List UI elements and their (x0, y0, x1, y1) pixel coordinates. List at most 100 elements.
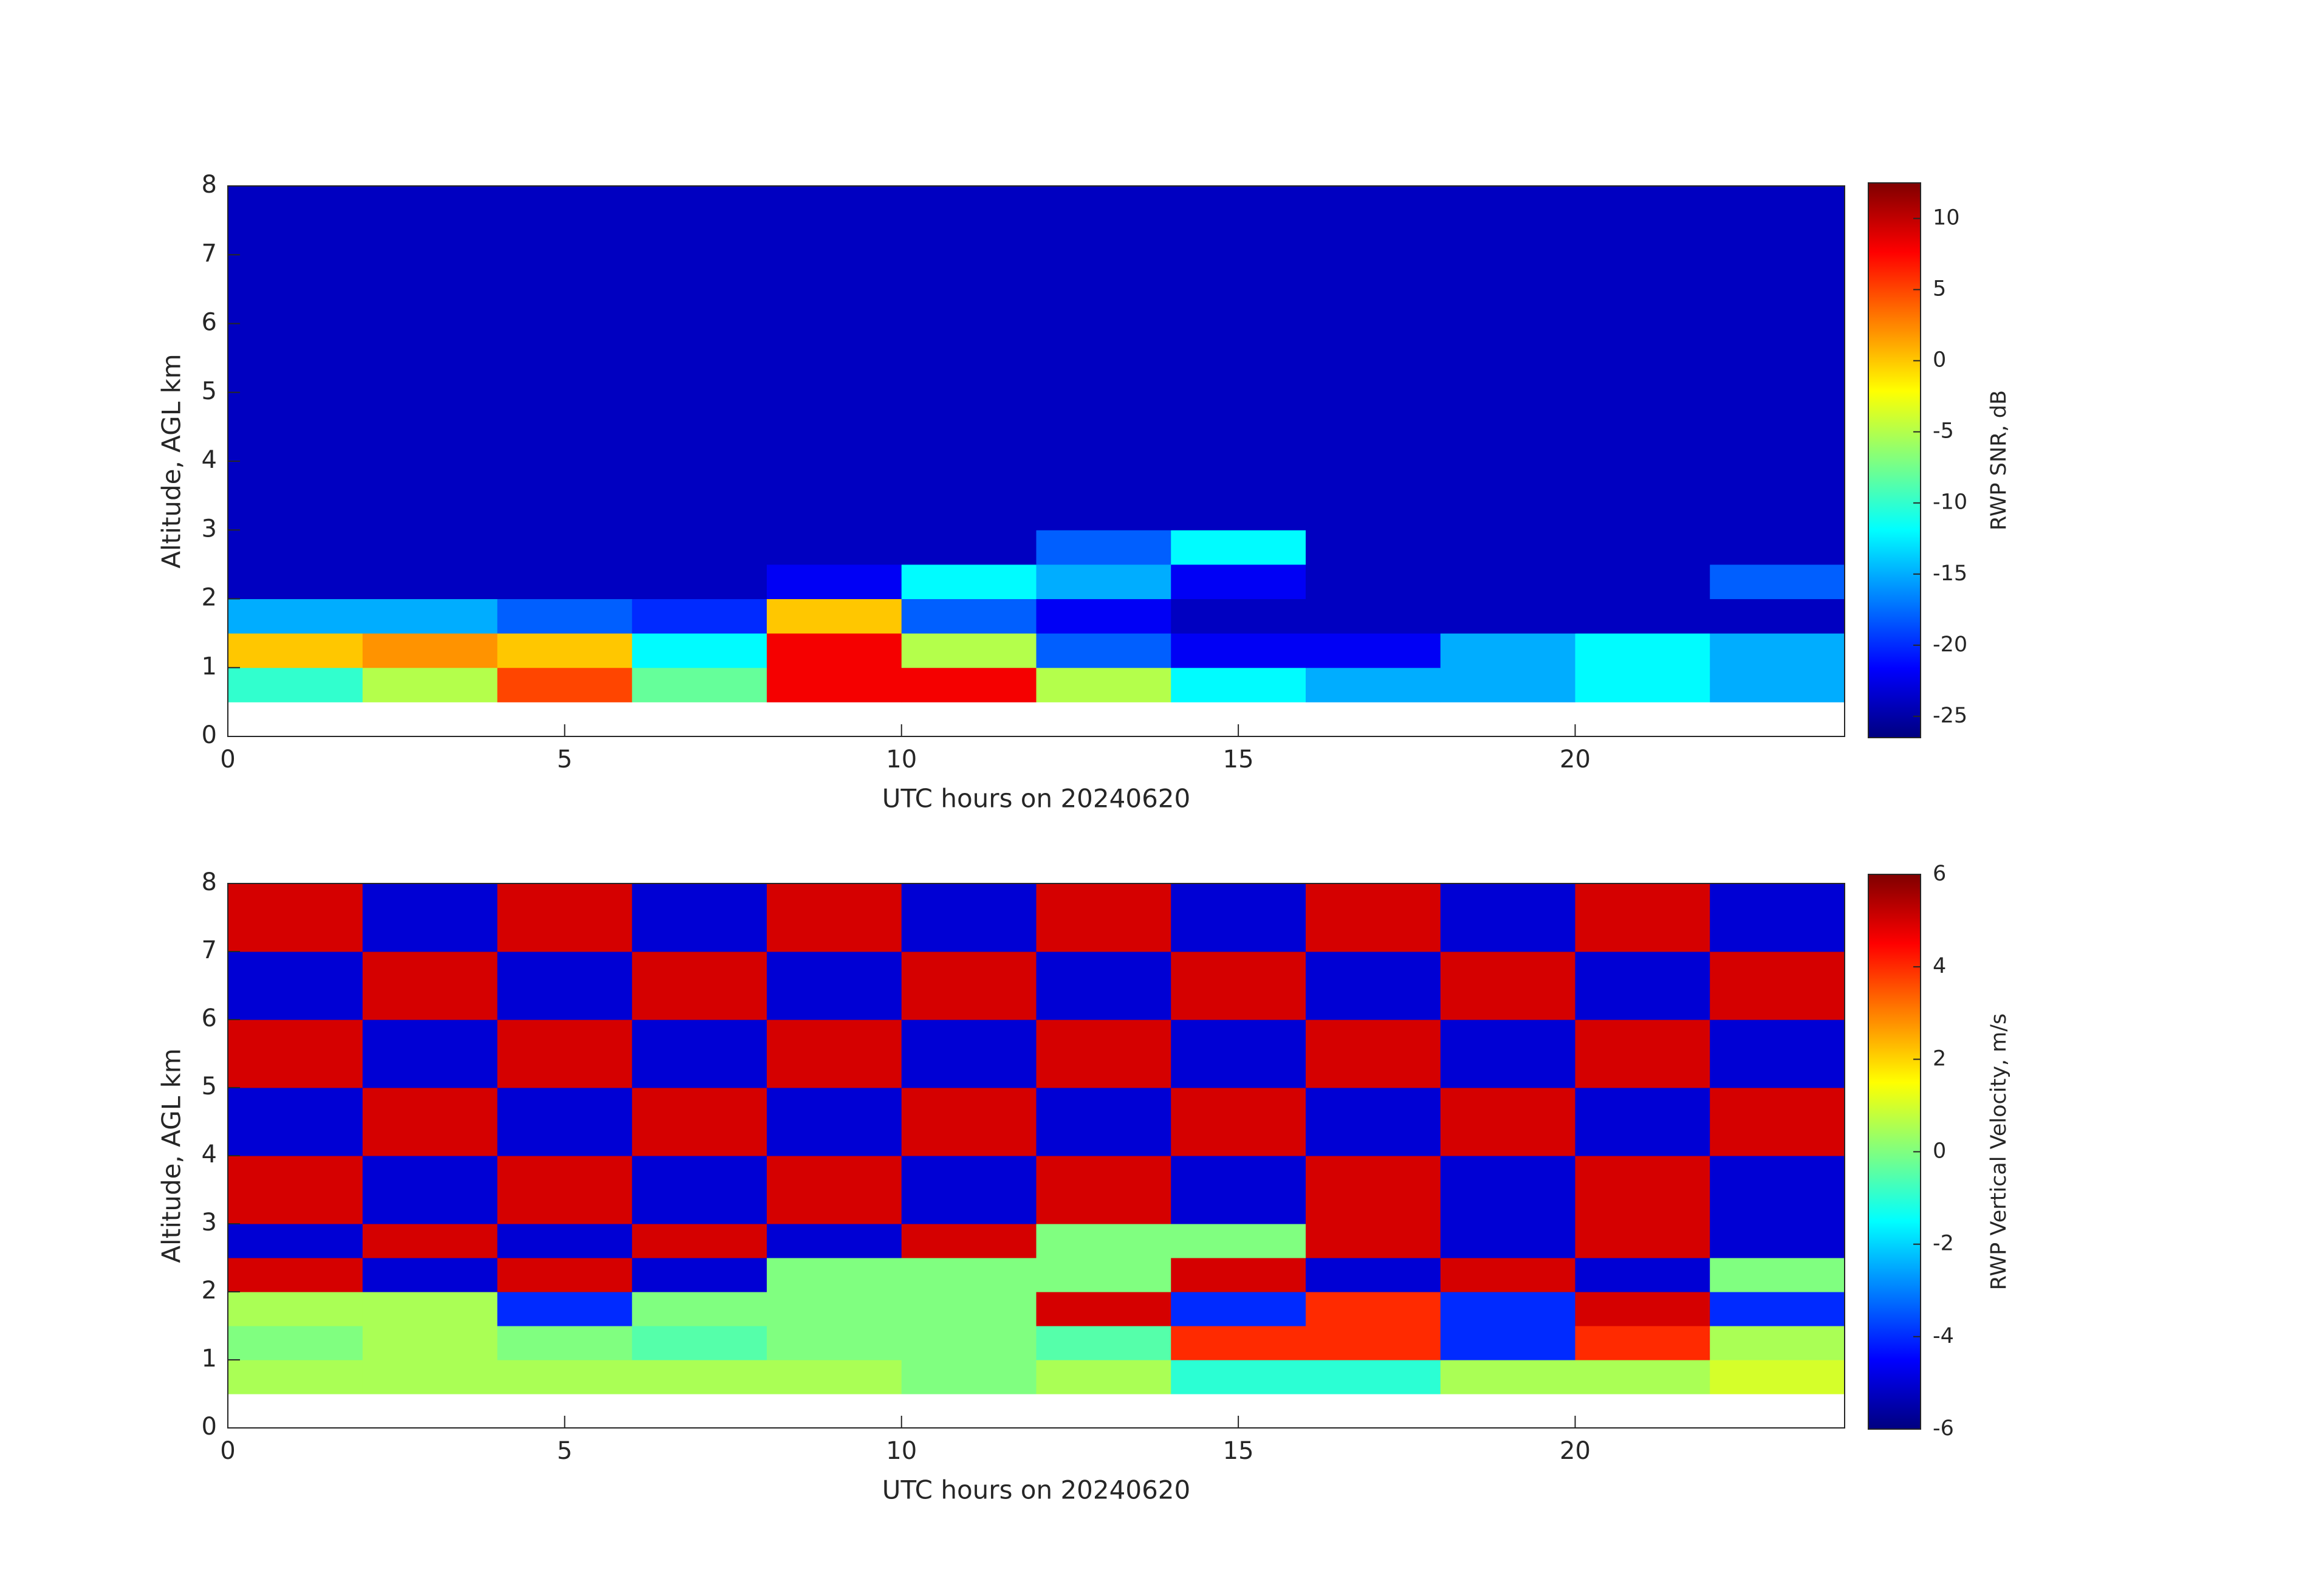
heatmap-cell (362, 530, 498, 565)
heatmap-cell (901, 1292, 1037, 1326)
heatmap-cell (362, 1020, 498, 1088)
heatmap-cell (1710, 1326, 1845, 1360)
heatmap-cell (497, 883, 632, 952)
heatmap-cell (228, 599, 363, 634)
y-tick-label: 1 (202, 653, 217, 681)
heatmap-cell (362, 323, 498, 393)
heatmap-cell (1440, 255, 1575, 324)
heatmap-cell (1575, 1360, 1710, 1394)
heatmap-cell (901, 952, 1037, 1020)
heatmap-cell (1306, 1224, 1441, 1258)
heatmap-cell (1306, 1292, 1441, 1326)
heatmap-cell (362, 1326, 498, 1360)
heatmap-cell (1171, 599, 1306, 634)
heatmap-cell (362, 1224, 498, 1258)
colorbar (1868, 874, 1921, 1430)
heatmap-cell (1440, 1292, 1575, 1326)
heatmap-cell (1171, 1088, 1306, 1156)
heatmap-cell (497, 530, 632, 565)
y-tick-label: 7 (202, 936, 217, 964)
heatmap-cell (1710, 392, 1845, 462)
heatmap-cell (632, 633, 767, 668)
heatmap-cell (767, 1258, 902, 1292)
heatmap-cell (1171, 1156, 1306, 1224)
heatmap-cell (1575, 530, 1710, 565)
y-tick-label: 2 (202, 1277, 217, 1305)
heatmap-cell (1036, 1156, 1171, 1224)
heatmap-cell (1710, 633, 1845, 668)
heatmap-cell (228, 461, 363, 530)
heatmap-cell (1306, 392, 1441, 462)
heatmap-cell (1036, 461, 1171, 530)
heatmap-cell (362, 599, 498, 634)
y-tick-label: 4 (202, 446, 217, 474)
heatmap-cell (1306, 1258, 1441, 1292)
heatmap-cell (632, 1360, 767, 1394)
heatmap-cell (362, 1088, 498, 1156)
heatmap-cell (1171, 883, 1306, 952)
heatmap-cell (1575, 1020, 1710, 1088)
heatmap-cell (1710, 255, 1845, 324)
heatmap-cell (901, 633, 1037, 668)
heatmap-cell (1036, 1292, 1171, 1326)
heatmap-cell (1710, 1224, 1845, 1258)
heatmap-cell (362, 883, 498, 952)
heatmap-cell (497, 1088, 632, 1156)
colorbar-tick-label: -10 (1933, 490, 1967, 515)
heatmap-cell (1575, 1258, 1710, 1292)
heatmap-cell (1306, 1088, 1441, 1156)
heatmap-cell (497, 1020, 632, 1088)
y-tick-label: 6 (202, 1004, 217, 1032)
heatmap-cell (497, 1360, 632, 1394)
heatmap-cell (1710, 186, 1845, 255)
heatmap-cell (497, 633, 632, 668)
heatmap-cell (362, 633, 498, 668)
heatmap-cell (228, 392, 363, 462)
heatmap-cell (1575, 392, 1710, 462)
colorbar-tick-label: -6 (1933, 1416, 1954, 1441)
heatmap-cell (1036, 530, 1171, 565)
heatmap-cell (767, 564, 902, 599)
heatmap-cell (1575, 667, 1710, 702)
heatmap-cell (632, 186, 767, 255)
heatmap-cell (228, 883, 363, 952)
x-tick-label: 10 (886, 746, 917, 773)
heatmap-cell (1171, 1020, 1306, 1088)
heatmap-cell (901, 530, 1037, 565)
x-axis-label: UTC hours on 20240620 (882, 784, 1191, 814)
heatmap-cell (767, 1020, 902, 1088)
y-tick-label: 0 (202, 1413, 217, 1441)
heatmap-cell (1710, 883, 1845, 952)
heatmap-cell (362, 1292, 498, 1326)
x-tick-label: 15 (1223, 1437, 1254, 1465)
heatmap-cell (1440, 564, 1575, 599)
heatmap-cell (1036, 1258, 1171, 1292)
heatmap-cell (1440, 461, 1575, 530)
heatmap-cell (1440, 323, 1575, 393)
y-tick-label: 7 (202, 239, 217, 267)
heatmap-cell (767, 1326, 902, 1360)
heatmap-cell (1575, 952, 1710, 1020)
y-tick-label: 5 (202, 377, 217, 405)
heatmap-cell (1171, 186, 1306, 255)
heatmap-cell (1036, 633, 1171, 668)
heatmap-cell (497, 255, 632, 324)
heatmap-cell (497, 1224, 632, 1258)
heatmap-cell (901, 667, 1037, 702)
x-tick-label: 20 (1560, 1437, 1591, 1465)
heatmap-cell (767, 633, 902, 668)
heatmap-cell (901, 1088, 1037, 1156)
heatmap-cell (767, 255, 902, 324)
y-tick-label: 5 (202, 1072, 217, 1100)
heatmap-cell (1575, 599, 1710, 634)
heatmap-cell (362, 392, 498, 462)
heatmap-cell (1710, 1088, 1845, 1156)
heatmap-cell (901, 461, 1037, 530)
colorbar-tick-label: 0 (1933, 1139, 1946, 1164)
heatmap-cell (767, 1292, 902, 1326)
y-tick-label: 8 (202, 868, 217, 896)
heatmap-cell (1036, 952, 1171, 1020)
heatmap-cell (1440, 1360, 1575, 1394)
heatmap-cell (1306, 564, 1441, 599)
heatmap-cell (1440, 1258, 1575, 1292)
